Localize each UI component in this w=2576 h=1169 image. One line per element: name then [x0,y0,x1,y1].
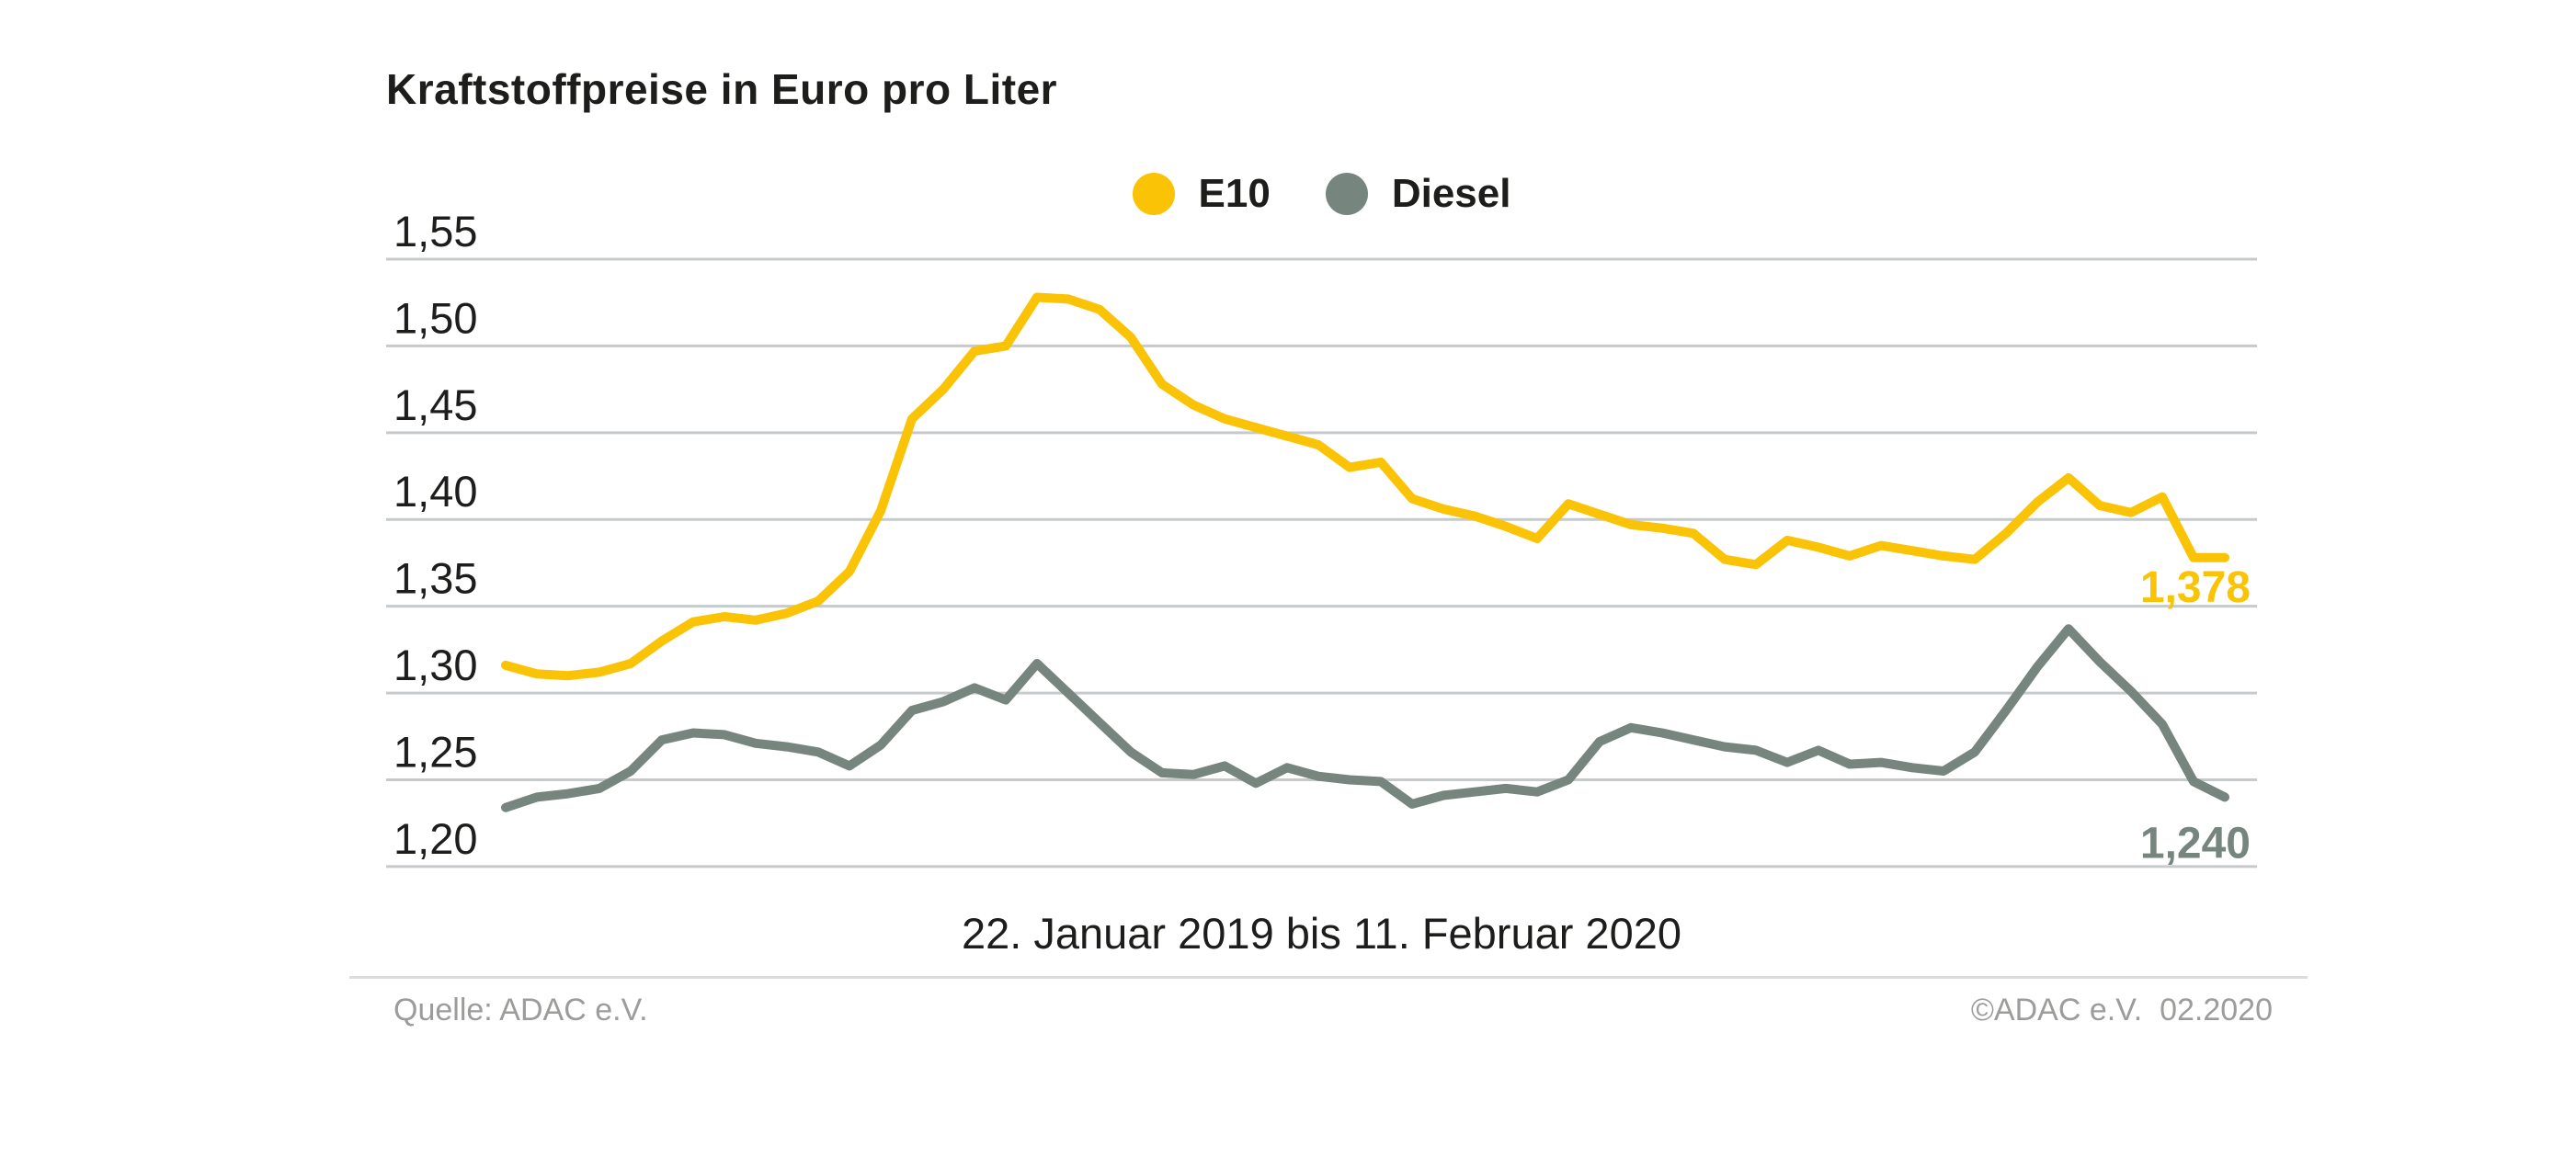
series-line-e10 [501,292,2229,681]
y-tick-label: 1,40 [393,467,477,516]
end-label-e10: 1,378 [2140,563,2251,612]
y-tick-label: 1,50 [393,293,477,342]
y-tick-label: 1,35 [393,554,477,603]
y-axis-tick-labels: 1,55 1,50 1,45 1,40 1,35 1,30 1,25 1,20 [393,207,477,863]
source-note: Quelle: ADAC e.V. [393,993,648,1027]
copyright-note: ©ADAC e.V. 02.2020 [1970,993,2273,1027]
legend-item-diesel: Diesel [1325,171,1511,217]
e10-color-dot-icon [1132,173,1175,215]
legend: E10 Diesel [386,171,2257,217]
y-tick-label: 1,30 [393,641,477,689]
series-line-diesel [501,624,2229,812]
legend-label-e10: E10 [1198,171,1271,216]
diesel-color-dot-icon [1325,173,1368,215]
series-lines [501,292,2229,812]
legend-label-diesel: Diesel [1391,171,1511,216]
y-tick-label: 1,25 [393,727,477,776]
y-tick-label: 1,45 [393,380,477,429]
end-label-diesel: 1,240 [2140,819,2251,868]
y-tick-label: 1,55 [393,207,477,255]
chart-title: Kraftstoffpreise in Euro pro Liter [386,65,1058,113]
x-axis-range-caption: 22. Januar 2019 bis 11. Februar 2020 [961,909,1681,958]
series-end-labels: 1,378 1,240 [2140,563,2251,868]
y-tick-label: 1,20 [393,814,477,863]
legend-item-e10: E10 [1132,171,1271,217]
footer-divider [349,976,2308,979]
